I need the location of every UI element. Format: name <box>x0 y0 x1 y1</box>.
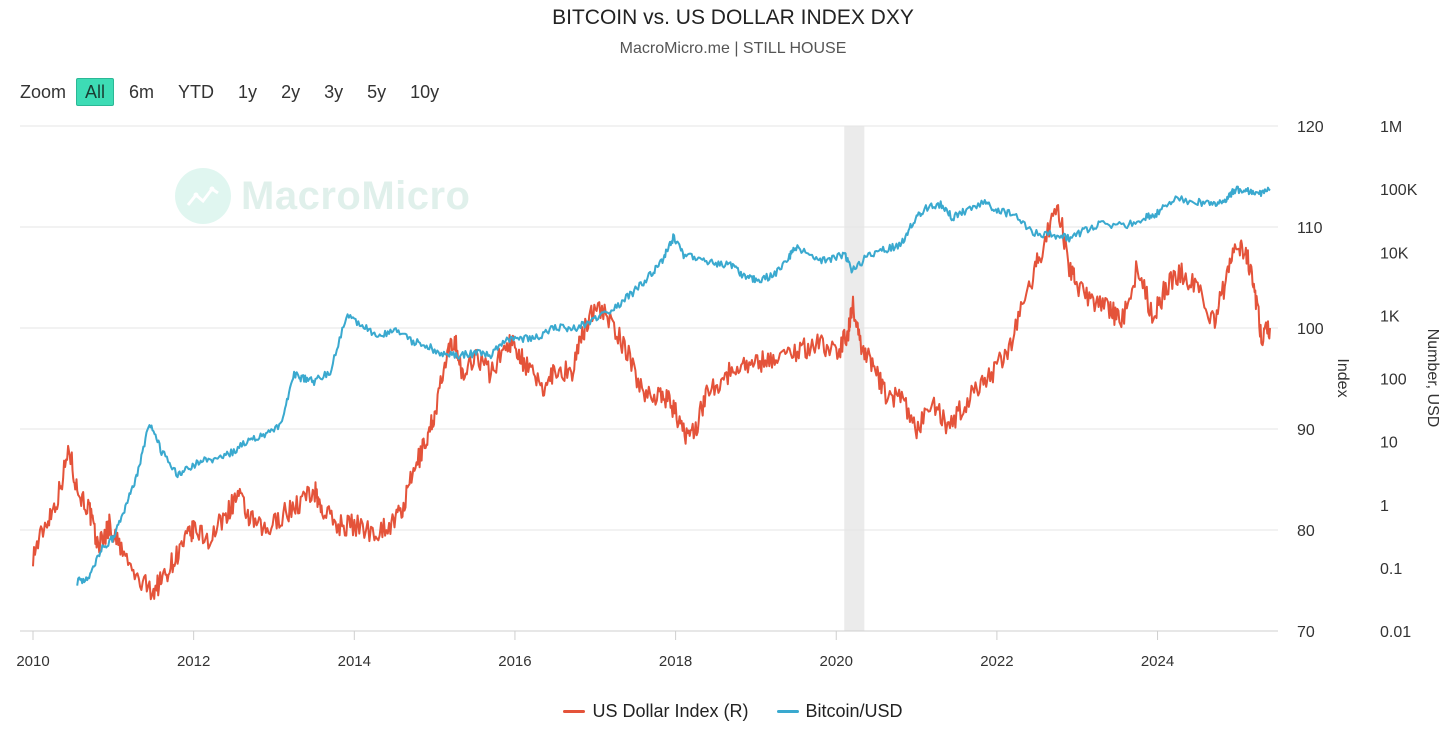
x-tick-label: 2018 <box>659 653 692 670</box>
chart-legend: US Dollar Index (R) Bitcoin/USD <box>0 696 1456 726</box>
y-index-tick-label: 90 <box>1297 422 1315 439</box>
series-line-us-dollar-index[interactable] <box>32 204 1271 601</box>
x-tick-label: 2024 <box>1141 653 1174 670</box>
y-usd-tick-label: 100K <box>1380 182 1418 199</box>
zoom-all-button[interactable]: All <box>76 78 115 106</box>
y-usd-axis-title: Number, USD <box>1424 329 1441 428</box>
axis-layer: 7080901001101200.010.11101001K10K100K1MI… <box>16 119 1441 670</box>
series-layer <box>32 185 1271 601</box>
watermark-text: MacroMicro <box>241 173 471 218</box>
zoom-5y-button[interactable]: 5y <box>367 82 387 102</box>
legend-label-dxy: US Dollar Index (R) <box>592 700 749 721</box>
y-usd-tick-label: 10 <box>1380 435 1398 452</box>
shaded-period-0 <box>844 126 865 631</box>
zoom-2y-button[interactable]: 2y <box>281 82 301 102</box>
y-usd-tick-label: 1M <box>1380 119 1402 136</box>
y-index-tick-label: 80 <box>1297 523 1315 540</box>
y-index-tick-label: 120 <box>1297 119 1324 136</box>
x-tick-label: 2016 <box>498 653 531 670</box>
legend-item-btc[interactable]: Bitcoin/USD <box>776 700 903 722</box>
y-index-tick-label: 70 <box>1297 624 1315 641</box>
legend-swatch-btc <box>776 709 799 713</box>
watermark: MacroMicro <box>175 168 471 224</box>
y-usd-tick-label: 10K <box>1380 245 1409 262</box>
y-usd-tick-label: 1K <box>1380 308 1400 325</box>
y-usd-tick-label: 100 <box>1380 372 1407 389</box>
chart-title: BITCOIN vs. US DOLLAR INDEX DXY <box>552 6 914 29</box>
y-index-tick-label: 100 <box>1297 321 1324 338</box>
series-line-bitcoin-usd[interactable] <box>76 185 1271 586</box>
zoom-range-selector: Zoom All 6m YTD 1y 2y 3y 5y 10y <box>20 77 454 107</box>
zoom-3y-button[interactable]: 3y <box>324 82 344 102</box>
y-usd-tick-label: 0.01 <box>1380 624 1411 641</box>
x-tick-label: 2020 <box>820 653 853 670</box>
y-index-axis-title: Index <box>1334 358 1351 397</box>
y-usd-tick-label: 0.1 <box>1380 561 1402 578</box>
x-tick-label: 2014 <box>338 653 371 670</box>
y-usd-tick-label: 1 <box>1380 498 1389 515</box>
zoom-6m-button[interactable]: 6m <box>129 82 155 102</box>
macromicro-logo-icon <box>175 168 231 224</box>
x-tick-label: 2022 <box>980 653 1013 670</box>
y-index-tick-label: 110 <box>1297 220 1323 237</box>
zoom-label: Zoom <box>20 81 67 102</box>
grid-layer <box>20 125 1278 632</box>
x-tick-label: 2012 <box>177 653 210 670</box>
legend-swatch-dxy <box>563 709 586 713</box>
chart-subtitle: MacroMicro.me | STILL HOUSE <box>619 40 847 57</box>
legend-label-btc: Bitcoin/USD <box>805 700 903 721</box>
x-tick-label: 2010 <box>16 653 49 670</box>
shaded-period-layer <box>844 126 865 631</box>
zoom-10y-button[interactable]: 10y <box>410 82 440 102</box>
zoom-ytd-button[interactable]: YTD <box>178 82 215 102</box>
zoom-1y-button[interactable]: 1y <box>238 82 258 102</box>
legend-item-dxy[interactable]: US Dollar Index (R) <box>563 700 749 722</box>
